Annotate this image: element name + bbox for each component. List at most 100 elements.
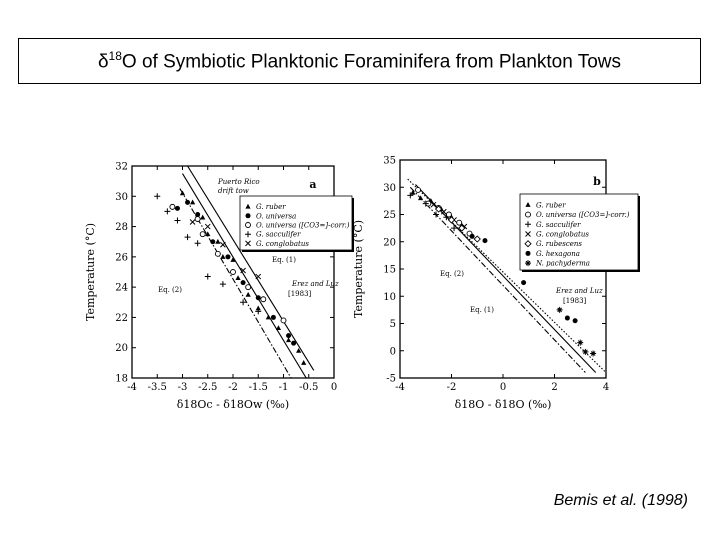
data-point <box>245 284 252 291</box>
x-axis-label: δ18Oc - δ18Ow (‰) <box>177 398 289 411</box>
legend-marker <box>525 250 531 256</box>
legend-entry: O. universa <box>256 212 296 220</box>
series-n-pachyderma <box>556 306 597 357</box>
data-point <box>235 275 241 281</box>
data-point <box>456 219 463 226</box>
legend-entry: G. conglobatus <box>536 231 589 239</box>
data-point <box>205 231 211 237</box>
data-point <box>190 199 196 205</box>
panel-label: a <box>309 178 316 191</box>
data-point <box>265 314 271 320</box>
data-point <box>433 211 440 218</box>
annotation: Puerto Rico <box>217 178 260 186</box>
legend-entry: G. conglobatus <box>256 240 309 248</box>
annotation: Eq. (1) <box>470 306 494 314</box>
legend-marker <box>245 213 251 219</box>
data-point <box>275 325 282 331</box>
data-point <box>255 305 261 311</box>
data-point <box>189 219 196 225</box>
legend-marker <box>245 240 251 247</box>
data-point <box>219 281 226 288</box>
data-point <box>204 273 211 280</box>
title-box: δ18O of Symbiotic Planktonic Foraminifer… <box>18 38 701 84</box>
y-tick-label: -5 <box>386 374 396 385</box>
data-point <box>164 208 171 215</box>
data-point <box>280 317 287 324</box>
data-point <box>482 238 488 244</box>
y-tick-label: 32 <box>115 162 128 173</box>
data-point <box>434 205 443 213</box>
x-tick-label: -4 <box>395 382 405 393</box>
y-tick-label: 35 <box>383 156 396 167</box>
data-point <box>210 239 216 245</box>
data-point <box>458 224 466 232</box>
y-tick-label: 20 <box>383 237 396 248</box>
data-point <box>215 238 221 244</box>
y-tick-label: 22 <box>115 313 128 324</box>
legend <box>239 195 353 251</box>
data-point <box>447 216 456 224</box>
data-point <box>443 214 450 221</box>
title-text-rest: O of Symbiotic Planktonic Foraminifera f… <box>121 51 622 73</box>
x-tick-label: -2 <box>447 382 457 393</box>
data-point <box>418 195 424 201</box>
page-title: δ18O of Symbiotic Planktonic Foraminifer… <box>98 49 621 73</box>
y-tick-label: 5 <box>390 319 396 330</box>
data-point <box>194 240 201 247</box>
y-axis-label: Temperature (°C) <box>84 223 97 321</box>
y-tick-label: 0 <box>390 346 396 357</box>
y-tick-label: 15 <box>383 265 396 276</box>
data-point <box>440 208 447 215</box>
data-point <box>577 339 584 346</box>
legend-entry: G. ruber <box>536 201 566 209</box>
data-point <box>184 234 191 241</box>
annotation: [1983] <box>563 297 587 305</box>
x-tick-label: -3.5 <box>148 382 167 393</box>
series-g-hexagona <box>469 233 578 324</box>
legend-entry: G. sacculifer <box>536 221 581 229</box>
data-point <box>240 267 246 274</box>
x-tick-label: -2 <box>228 382 238 393</box>
data-point <box>270 314 276 320</box>
line-eq-2- <box>409 186 586 373</box>
data-point <box>564 315 570 321</box>
x-tick-label: -1.5 <box>249 382 268 393</box>
annotation: drift tow <box>218 187 249 195</box>
y-tick-label: 26 <box>115 252 128 263</box>
y-tick-label: 10 <box>383 292 396 303</box>
legend-entry: O. universa ([CO3=]-corr.) <box>256 222 350 230</box>
data-point <box>415 187 421 193</box>
series-g-sacculifer <box>407 192 458 232</box>
data-point <box>255 308 262 315</box>
data-point <box>200 214 206 220</box>
data-point <box>220 241 226 248</box>
x-tick-label: -4 <box>127 382 137 393</box>
series-g-rubescens <box>434 205 481 243</box>
legend-entry: G. ruber <box>256 203 286 211</box>
y-tick-label: 20 <box>115 343 128 354</box>
line-eq-1- <box>182 173 307 378</box>
line-eq-1- <box>415 184 597 373</box>
data-point <box>230 257 236 262</box>
annotation: Erez and Luz <box>291 280 339 288</box>
x-tick-label: -2.5 <box>198 382 217 393</box>
series-g-ruber <box>179 190 307 365</box>
data-point <box>590 350 597 357</box>
line-erez-and-luz-1983- <box>187 166 315 371</box>
data-point <box>255 273 262 280</box>
data-point <box>195 211 201 217</box>
data-point <box>199 231 206 238</box>
legend-entry: G. rubescens <box>536 240 582 248</box>
y-tick-label: 28 <box>115 222 128 233</box>
annotation: Eq. (1) <box>272 256 296 264</box>
legend <box>519 193 639 271</box>
x-tick-label: 0 <box>331 382 337 393</box>
x-tick-label: 2 <box>551 382 557 393</box>
x-tick-label: 0 <box>500 382 506 393</box>
data-point <box>240 299 247 306</box>
x-axis-label: δ18O - δ18O (‰) <box>455 398 552 411</box>
data-point <box>556 306 563 313</box>
data-point <box>410 189 416 195</box>
data-point <box>185 199 191 205</box>
y-tick-label: 30 <box>383 183 396 194</box>
